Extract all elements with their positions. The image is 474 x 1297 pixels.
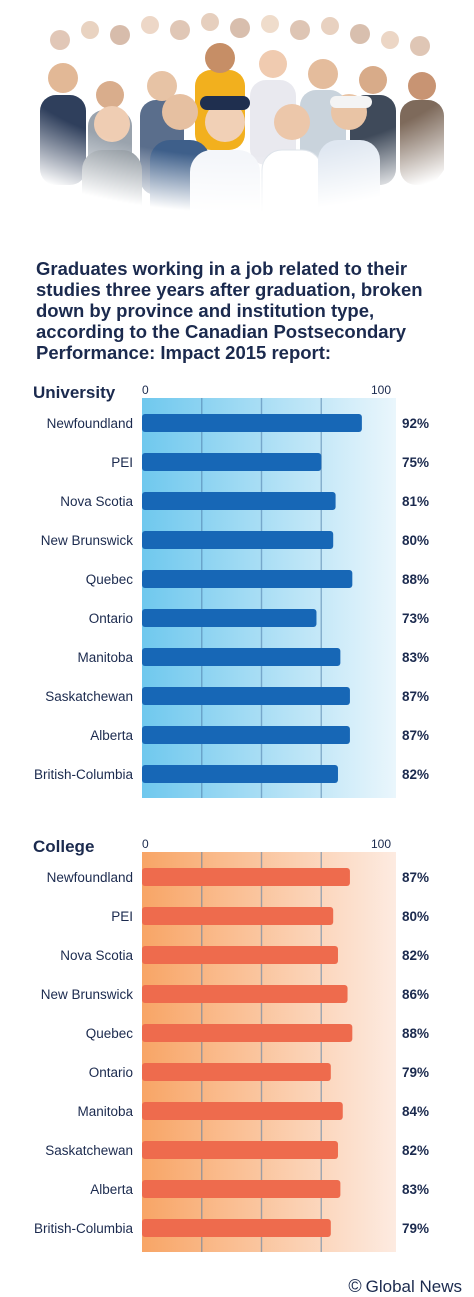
college-category-label: Saskatchewan — [45, 1143, 133, 1158]
college-tick-label: 100 — [371, 837, 391, 851]
college-category-label: Newfoundland — [47, 870, 133, 885]
college-category-label: New Brunswick — [41, 987, 134, 1002]
university-bar — [142, 414, 362, 432]
college-bar — [142, 946, 338, 964]
university-chart: University 0 100 Newfoundland 92% PEI 75% Nova … — [0, 372, 474, 820]
crowd-photo — [0, 0, 474, 250]
college-category-label: Nova Scotia — [60, 948, 133, 963]
university-category-label: Alberta — [90, 728, 133, 743]
college-category-label: Alberta — [90, 1182, 133, 1197]
college-value-label: 82% — [402, 1143, 429, 1158]
university-tick-label: 100 — [371, 383, 391, 397]
university-category-label: Manitoba — [77, 650, 133, 665]
university-value-label: 81% — [402, 494, 429, 509]
college-category-label: Manitoba — [77, 1104, 133, 1119]
university-bar — [142, 570, 353, 588]
university-chart-svg: University 0 100 Newfoundland 92% PEI 75% Nova … — [33, 383, 429, 798]
college-bar — [142, 1219, 331, 1237]
copyright-icon: © — [348, 1276, 362, 1296]
university-value-label: 88% — [402, 572, 429, 587]
college-bar — [142, 1063, 331, 1081]
university-category-label: PEI — [111, 455, 133, 470]
college-category-label: PEI — [111, 909, 133, 924]
college-category-label: Ontario — [89, 1065, 133, 1080]
credit: © Global News — [348, 1276, 462, 1297]
university-value-label: 82% — [402, 767, 429, 782]
college-category-label: British-Columbia — [34, 1221, 134, 1236]
university-value-label: 87% — [402, 728, 429, 743]
college-value-label: 86% — [402, 987, 429, 1002]
college-value-label: 80% — [402, 909, 429, 924]
university-tick-label: 0 — [142, 383, 149, 397]
university-value-label: 73% — [402, 611, 429, 626]
university-title: University — [33, 383, 116, 402]
college-chart-svg: College 0 100 Newfoundland 87% PEI 80% Nova Sco… — [33, 837, 429, 1252]
university-value-label: 87% — [402, 689, 429, 704]
college-value-label: 79% — [402, 1065, 429, 1080]
university-value-label: 83% — [402, 650, 429, 665]
university-category-label: Newfoundland — [47, 416, 133, 431]
college-bar — [142, 907, 334, 925]
credit-text: Global News — [365, 1276, 462, 1296]
university-value-label: 92% — [402, 416, 429, 431]
college-bar — [142, 985, 348, 1003]
college-bar — [142, 1102, 343, 1120]
university-bar — [142, 453, 322, 471]
college-tick-label: 0 — [142, 837, 149, 851]
college-value-label: 82% — [402, 948, 429, 963]
college-chart: College 0 100 Newfoundland 87% PEI 80% Nova Sco… — [0, 826, 474, 1274]
college-value-label: 83% — [402, 1182, 429, 1197]
university-category-label: Nova Scotia — [60, 494, 133, 509]
university-bar — [142, 726, 350, 744]
university-bar — [142, 609, 317, 627]
university-value-label: 75% — [402, 455, 429, 470]
college-category-label: Quebec — [86, 1026, 134, 1041]
university-category-label: Quebec — [86, 572, 134, 587]
university-bar — [142, 531, 334, 549]
university-bar — [142, 648, 341, 666]
college-value-label: 88% — [402, 1026, 429, 1041]
university-category-label: Ontario — [89, 611, 133, 626]
college-value-label: 87% — [402, 870, 429, 885]
college-value-label: 84% — [402, 1104, 429, 1119]
university-category-label: British-Columbia — [34, 767, 134, 782]
university-bar — [142, 765, 338, 783]
university-bar — [142, 687, 350, 705]
college-bar — [142, 1024, 353, 1042]
college-bar — [142, 1141, 338, 1159]
headline: Graduates working in a job related to th… — [36, 258, 423, 363]
college-value-label: 79% — [402, 1221, 429, 1236]
crowd-illustration — [0, 0, 474, 250]
college-bar — [142, 868, 350, 886]
college-bar — [142, 1180, 341, 1198]
college-title: College — [33, 837, 94, 856]
university-category-label: New Brunswick — [41, 533, 134, 548]
university-bar — [142, 492, 336, 510]
university-value-label: 80% — [402, 533, 429, 548]
university-category-label: Saskatchewan — [45, 689, 133, 704]
